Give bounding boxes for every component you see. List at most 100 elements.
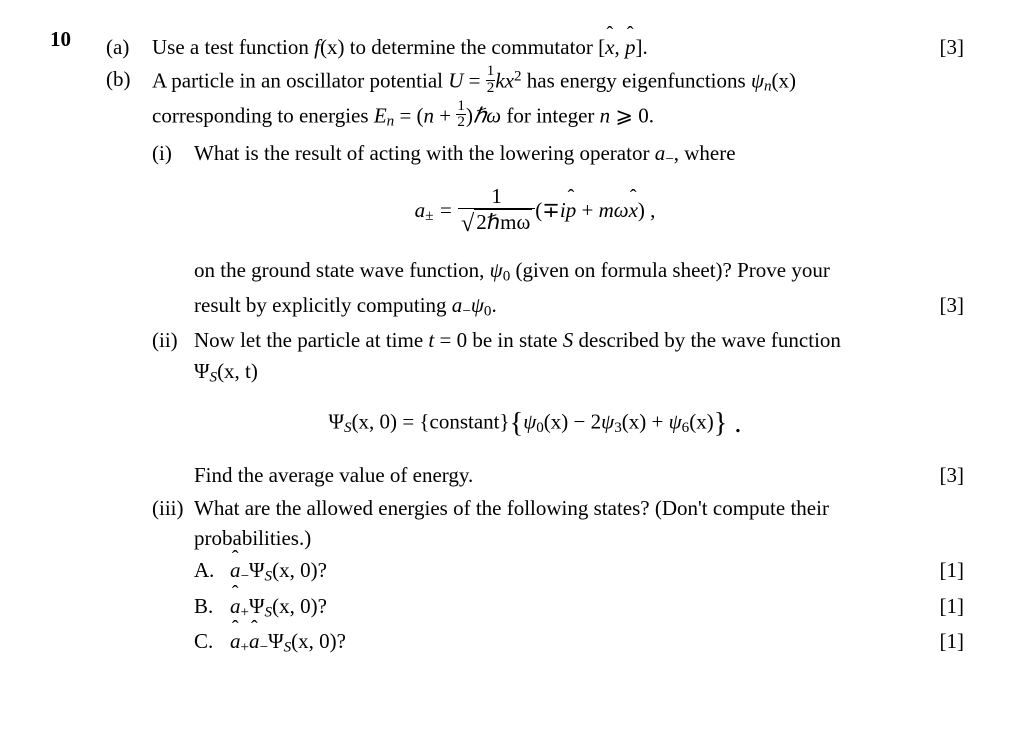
part-b-ii-find: Find the average value of energy. [3] xyxy=(194,460,964,490)
equation-a-pm: a± = 1√2ℏmω(∓ip + mωx) , xyxy=(106,185,964,239)
squared: 2 xyxy=(514,69,522,85)
fn-arg: (x) xyxy=(320,35,345,59)
two: 2 xyxy=(476,210,487,234)
text: on the ground state wave function, ψ0 (g… xyxy=(194,255,918,288)
part-b-i-label: (i) xyxy=(152,138,194,168)
hbar: ℏ xyxy=(473,103,486,127)
text: has energy eigenfunctions xyxy=(522,69,751,93)
a-hat: a xyxy=(230,626,241,656)
minus: − xyxy=(462,303,471,319)
a-minus: a xyxy=(452,293,463,317)
Psi-sub: S xyxy=(210,369,218,385)
minus: − xyxy=(260,639,269,655)
one-half: 12 xyxy=(486,64,496,95)
question-number: 10 xyxy=(50,24,71,54)
equation-psi-s: ΨS(x, 0) = {constant}{ψ0(x) − 2ψ3(x) + ψ… xyxy=(106,403,964,444)
num: 1 xyxy=(486,64,496,80)
Psi: Ψ xyxy=(329,410,345,434)
part-a-text: Use a test function f(x) to determine th… xyxy=(152,32,918,62)
text: probabilities.) xyxy=(194,526,311,550)
text: for integer xyxy=(501,103,600,127)
Psi: Ψ xyxy=(268,629,284,653)
plus: + xyxy=(646,410,668,434)
omega: ω xyxy=(614,198,629,222)
var-x: x xyxy=(505,69,514,93)
eq: = xyxy=(433,198,458,222)
var-n: n xyxy=(600,103,611,127)
close-paren: ) xyxy=(466,103,473,127)
eq-sign: = xyxy=(463,69,485,93)
part-b-i-text: What is the result of acting with the lo… xyxy=(194,138,918,171)
plus: + xyxy=(576,198,598,222)
sub3: 3 xyxy=(614,420,622,436)
text: result by explicitly computing a−ψ0. xyxy=(194,290,918,323)
part-b-iii-text: What are the allowed energies of the fol… xyxy=(194,493,918,554)
p-hat: p xyxy=(625,32,636,62)
text-B: a+ΨS(x, 0)? xyxy=(230,591,918,624)
var-E: E xyxy=(374,103,387,127)
text: described by the wave function xyxy=(573,328,841,352)
psi6: ψ xyxy=(669,410,682,434)
a-hat: a xyxy=(249,626,260,656)
var-n: n xyxy=(424,103,435,127)
text: be in state xyxy=(467,328,563,352)
var-k: k xyxy=(495,69,504,93)
sub: S xyxy=(265,569,273,585)
sub: S xyxy=(284,639,292,655)
brace-open: { xyxy=(510,408,524,439)
a-minus: a xyxy=(655,141,666,165)
const: constant xyxy=(430,410,500,434)
sub: S xyxy=(265,604,273,620)
sqrt: √2ℏmω xyxy=(461,209,532,239)
arg: (x) xyxy=(622,410,647,434)
omega: ω xyxy=(516,210,530,234)
part-b-iii-B: B. a+ΨS(x, 0)? [1] xyxy=(194,591,964,624)
x-hat: x xyxy=(605,32,614,62)
text: What is the result of acting with the lo… xyxy=(194,141,655,165)
part-b-i: (i) What is the result of acting with th… xyxy=(152,138,964,171)
m: m xyxy=(500,210,516,234)
sub0: 0 xyxy=(536,420,544,436)
psi0: ψ xyxy=(471,293,484,317)
part-b-iii-C: C. a+a−ΨS(x, 0)? [1] xyxy=(194,626,964,659)
text: corresponding to energies xyxy=(152,103,374,127)
text: Find the average value of energy. xyxy=(194,460,918,490)
fraction: 1√2ℏmω xyxy=(458,185,535,239)
label-A: A. xyxy=(194,555,230,585)
geq: ⩾ 0. xyxy=(610,103,654,127)
radical-icon: √ xyxy=(461,210,474,237)
page: 10 (a) Use a test function f(x) to deter… xyxy=(0,0,1024,748)
marks-A: [1] xyxy=(918,555,964,585)
part-a: (a) Use a test function f(x) to determin… xyxy=(106,32,964,62)
label-B: B. xyxy=(194,591,230,621)
question-body: (a) Use a test function f(x) to determin… xyxy=(106,32,964,659)
omega: ω xyxy=(486,103,501,127)
x-hat: x xyxy=(629,195,638,225)
part-b-i-cont1: on the ground state wave function, ψ0 (g… xyxy=(194,255,964,288)
paren-close: ) , xyxy=(638,198,656,222)
p-hat: p xyxy=(566,195,577,225)
text: A particle in an oscillator potential xyxy=(152,69,448,93)
marks-C: [1] xyxy=(918,626,964,656)
part-b-iii-label: (iii) xyxy=(152,493,194,523)
text: on the ground state wave function, xyxy=(194,258,490,282)
plus: + xyxy=(434,103,456,127)
plus: + xyxy=(241,639,250,655)
text-A: a−ΨS(x, 0)? xyxy=(230,555,918,588)
psi-arg: (x) xyxy=(772,69,797,93)
part-b-ii-label: (ii) xyxy=(152,325,194,355)
comma: , xyxy=(614,35,625,59)
text: result by explicitly computing xyxy=(194,293,452,317)
var-U: U xyxy=(448,69,463,93)
eq: = xyxy=(397,410,419,434)
part-b-ii-marks: [3] xyxy=(918,460,964,490)
num: 1 xyxy=(456,99,466,115)
label-C: C. xyxy=(194,626,230,656)
sub: S xyxy=(344,420,352,436)
part-b-i-cont2: result by explicitly computing a−ψ0. [3] xyxy=(194,290,964,323)
part-b-label: (b) xyxy=(106,64,152,94)
arg: (x, 0)? xyxy=(272,558,327,582)
arg: (x, 0)? xyxy=(291,629,346,653)
psi0: ψ xyxy=(490,258,503,282)
text-C: a+a−ΨS(x, 0)? xyxy=(230,626,918,659)
